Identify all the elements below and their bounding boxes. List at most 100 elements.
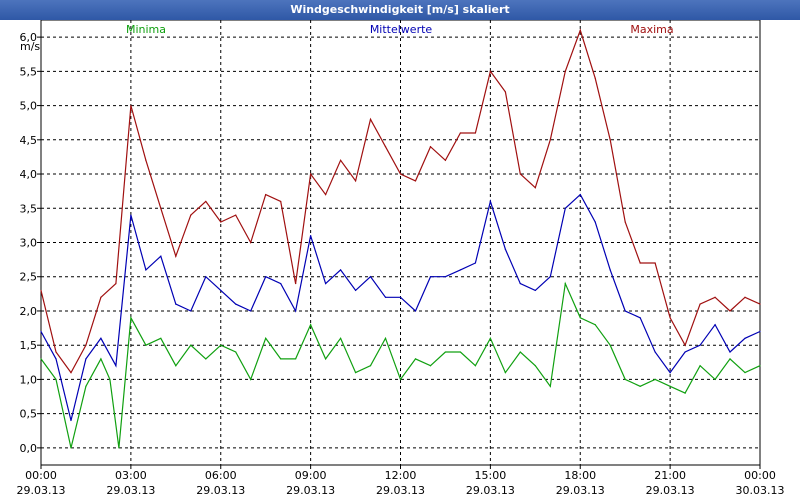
legend: Minima Mittelwerte Maxima (126, 23, 674, 36)
data-point-maxima (295, 282, 297, 285)
data-point-maxima (504, 91, 506, 93)
y-axis-ticks: 0,0 0,5 1,0 1,5 2,0 2,5 3,0 3,5 4,0 4,5 5,0 5,5 6,0 (20, 31, 41, 455)
data-point-minima (654, 378, 656, 381)
data-point-minima (624, 378, 626, 381)
data-point-maxima (654, 262, 656, 264)
data-point-mittelwerte (145, 269, 147, 271)
data-point-mittelwerte (55, 358, 57, 360)
data-point-minima (235, 351, 237, 353)
data-point-mittelwerte (295, 310, 297, 312)
data-point-maxima (235, 214, 237, 216)
data-point-minima (399, 378, 402, 381)
data-point-mittelwerte (579, 193, 581, 196)
data-point-maxima (384, 146, 387, 148)
data-point-minima (639, 385, 641, 387)
data-point-maxima (40, 289, 42, 292)
data-point-minima (444, 351, 447, 353)
data-point-minima (759, 365, 761, 367)
x-tick-time-label: 06:00 (205, 469, 237, 482)
data-point-minima (579, 317, 581, 319)
y-tick-label: 3,5 (20, 202, 38, 215)
data-point-maxima (325, 193, 327, 196)
data-point-maxima (459, 132, 462, 134)
data-point-mittelwerte (325, 282, 327, 285)
data-point-maxima (190, 214, 192, 216)
data-point-minima (609, 344, 611, 346)
x-tick-date-label: 29.03.13 (646, 484, 695, 497)
data-point-minima (519, 351, 521, 353)
y-tick-label: 4,0 (20, 168, 38, 181)
data-point-minima (55, 378, 57, 381)
x-tick-date-label: 29.03.13 (196, 484, 245, 497)
data-point-mittelwerte (489, 200, 491, 203)
grid (41, 20, 760, 465)
data-point-maxima (729, 310, 731, 312)
data-point-mittelwerte (205, 276, 207, 278)
data-point-mittelwerte (250, 310, 252, 312)
data-point-maxima (220, 221, 222, 223)
y-tick-label: 2,5 (20, 271, 38, 284)
data-point-maxima (429, 146, 432, 148)
x-tick-date-label: 29.03.13 (466, 484, 515, 497)
data-point-maxima (579, 29, 581, 31)
series-lines (40, 28, 761, 449)
data-point-minima (354, 371, 357, 374)
x-tick-time-label: 12:00 (385, 469, 417, 482)
legend-entry-minima: Minima (126, 23, 166, 36)
x-tick-date-label: 30.03.13 (736, 484, 785, 497)
data-point-minima (684, 392, 686, 394)
y-tick-label: 1,5 (20, 339, 38, 352)
data-point-maxima (100, 296, 102, 298)
data-point-maxima (414, 180, 417, 182)
data-point-mittelwerte (744, 337, 746, 339)
data-point-minima (489, 337, 491, 339)
data-point-maxima (160, 207, 162, 209)
data-point-maxima (70, 371, 72, 374)
data-point-mittelwerte (459, 269, 462, 271)
data-point-minima (414, 358, 417, 360)
data-point-maxima (624, 221, 626, 223)
data-point-mittelwerte (399, 296, 402, 298)
data-point-minima (474, 365, 476, 367)
data-point-mittelwerte (310, 235, 312, 237)
data-point-mittelwerte (444, 276, 447, 278)
data-point-mittelwerte (414, 310, 417, 312)
data-point-maxima (250, 241, 252, 244)
data-point-mittelwerte (354, 289, 357, 292)
data-point-minima (429, 365, 432, 367)
x-axis-ticks: 00:00 29.03.13 03:00 29.03.13 06:00 29.03.13 0… (17, 465, 785, 497)
data-point-maxima (474, 132, 476, 134)
data-point-mittelwerte (190, 310, 192, 312)
data-point-mittelwerte (534, 289, 536, 292)
x-tick-date-label: 29.03.13 (286, 484, 335, 497)
data-point-mittelwerte (130, 214, 132, 216)
data-point-maxima (564, 70, 566, 72)
data-point-mittelwerte (280, 282, 282, 285)
data-point-mittelwerte (429, 276, 432, 278)
data-point-minima (714, 378, 716, 381)
y-tick-label: 4,5 (20, 134, 38, 147)
chart-title: Windgeschwindigkeit [m/s] skaliert (0, 0, 800, 20)
data-point-mittelwerte (384, 296, 387, 298)
data-point-maxima (369, 118, 372, 120)
data-point-mittelwerte (624, 310, 626, 312)
data-point-mittelwerte (160, 255, 162, 257)
legend-entry-maxima: Maxima (630, 23, 673, 36)
data-point-mittelwerte (235, 303, 237, 305)
x-tick-time-label: 09:00 (295, 469, 327, 482)
data-point-maxima (115, 282, 117, 285)
data-point-minima (295, 358, 297, 360)
data-point-minima (384, 337, 387, 339)
data-point-minima (220, 344, 222, 346)
data-point-minima (85, 385, 87, 387)
y-tick-label: 5,0 (20, 100, 38, 113)
y-tick-label: 5,5 (20, 65, 38, 78)
data-point-mittelwerte (519, 282, 521, 285)
y-tick-label: 1,0 (20, 373, 38, 386)
data-point-mittelwerte (504, 248, 506, 250)
data-point-minima (160, 337, 162, 339)
data-point-minima (594, 324, 596, 326)
data-point-mittelwerte (654, 351, 656, 353)
data-point-maxima (399, 173, 402, 175)
x-tick-date-label: 29.03.13 (376, 484, 425, 497)
